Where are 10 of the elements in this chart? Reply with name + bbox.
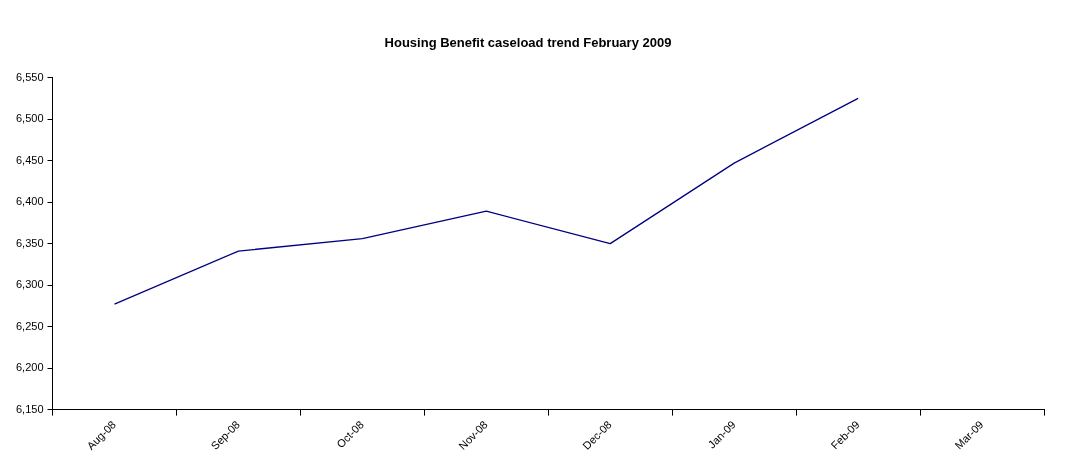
y-tick-label: 6,550 <box>16 70 44 83</box>
y-tick-label: 6,350 <box>16 236 44 249</box>
y-tick-label: 6,150 <box>16 402 44 415</box>
y-tick-label: 6,200 <box>16 361 44 374</box>
y-tick-label: 6,300 <box>16 278 44 291</box>
y-tick-label: 6,400 <box>16 195 44 208</box>
y-tick-label: 6,250 <box>16 319 44 332</box>
chart-title: Housing Benefit caseload trend February 2009 <box>384 35 672 51</box>
y-tick-label: 6,450 <box>16 153 44 166</box>
y-tick-label: 6,500 <box>16 112 44 125</box>
